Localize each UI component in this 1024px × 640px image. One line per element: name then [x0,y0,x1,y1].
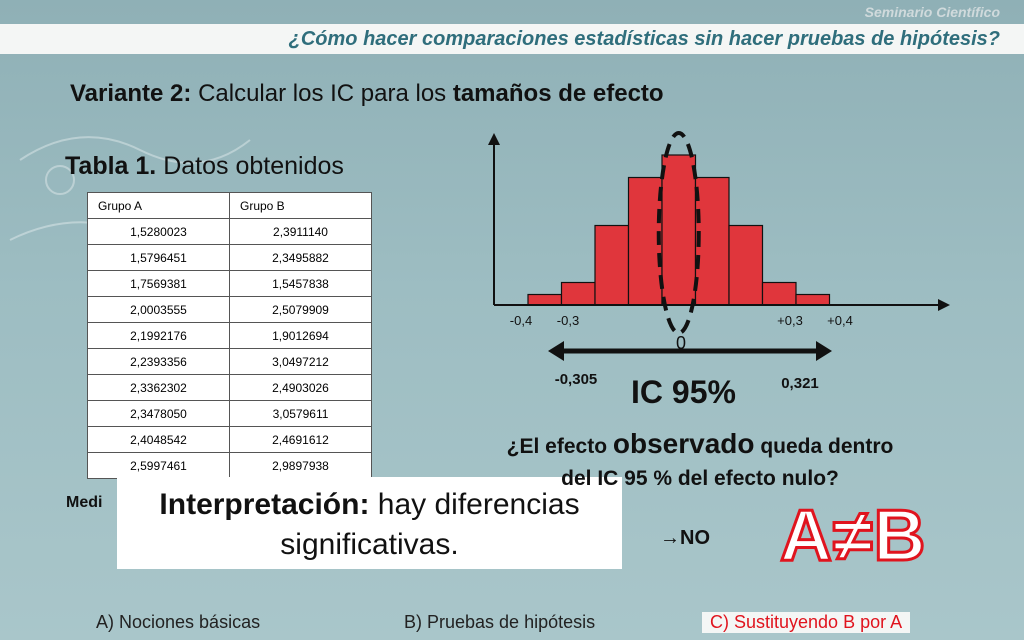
histogram-bar [527,293,563,306]
histogram-bar [694,176,730,306]
table-row: 2,0003555 2,5079909 [87,296,372,323]
histogram-bar [761,281,797,306]
table-cell: 2,3495882 [229,244,372,271]
table-cell: 2,0003555 [87,296,230,323]
table-header-row: Grupo A Grupo B [87,192,372,219]
table-row: 2,5997461 2,9897938 [87,452,372,479]
table-cell: 2,4048542 [87,426,230,453]
medi-text: Medi [66,494,103,511]
ci-lower-label: -0,305 [555,371,598,388]
table-title-rest: Datos obtenidos [156,152,344,180]
table-cell: 1,5457838 [229,270,372,297]
table-cell: 1,7569381 [87,270,230,297]
tick-label: +0,4 [827,313,853,328]
ci-arrow-right-head [816,341,832,361]
tick-label: +0,3 [777,313,803,328]
table-cell: 2,4691612 [229,426,372,453]
table-cell: 2,9897938 [229,452,372,479]
column-header: Grupo B [229,192,372,219]
question-line1-a: ¿El efecto [506,435,613,458]
table-cell: 2,3362302 [87,374,230,401]
table-cell: 2,2393356 [87,348,230,375]
histogram-bar [795,293,831,306]
interpretation-rest: hay diferencias significativas. [280,488,580,561]
table-cell: 2,3911140 [229,218,372,245]
question-line1-b: queda dentro [754,435,894,458]
header-bar [0,24,1024,54]
ci-arrow-left-head [548,341,564,361]
table-row: 2,3478050 3,0579611 [87,400,372,427]
tick-label: 0 [676,333,686,353]
ic-label: IC 95% [631,374,736,410]
histogram-bar [661,154,697,306]
question-line2: del IC 95 % del efecto nulo? [561,467,839,490]
seminar-label: Seminario Científico [864,4,1000,20]
histogram-bar [728,224,764,306]
interpretation-box: Interpretación: hay diferencias signific… [117,477,622,569]
variant-prefix: Variante 2: [70,80,192,107]
table-title: Tabla 1. Datos obtenidos [65,152,344,181]
table-row: 2,1992176 1,9012694 [87,322,372,349]
table-cell: 2,5997461 [87,452,230,479]
tick-label: -0,3 [557,313,579,328]
table-row: 2,3362302 2,4903026 [87,374,372,401]
table-cell: 3,0579611 [229,400,372,427]
table-cell: 2,4903026 [229,374,372,401]
interpretation-bold: Interpretación: [159,488,370,521]
histogram-chart: -0,4 -0,3 0 +0,3 +0,4 -0,305 0,321 [488,131,950,392]
table-title-bold: Tabla 1. [65,152,157,180]
result-text: A≠B [779,495,928,578]
table-cell: 2,3478050 [87,400,230,427]
table-cell: 1,5796451 [87,244,230,271]
variant-middle: Calcular los IC para los [191,80,453,107]
variant-heading: Variante 2: Calcular los IC para los tam… [70,80,664,108]
table-row: 2,2393356 3,0497212 [87,348,372,375]
table-cell: 3,0497212 [229,348,372,375]
footer-link-b[interactable]: B) Pruebas de hipótesis [404,612,596,632]
variant-bold: tamaños de efecto [452,80,664,107]
question-text: ¿El efecto observado queda dentro del IC… [460,428,940,495]
table-row: 1,7569381 1,5457838 [87,270,372,297]
table-cell: 1,9012694 [229,322,372,349]
footer-link-c[interactable]: C) Sustituyendo B por A [702,612,911,633]
tick-label: -0,4 [510,313,532,328]
ci-upper-label: 0,321 [781,375,819,392]
table-cell: 2,1992176 [87,322,230,349]
table-cell: 1,5280023 [87,218,230,245]
data-table: Grupo A Grupo B 1,5280023 2,3911140 1,5796… [87,192,372,479]
table-row: 1,5796451 2,3495882 [87,244,372,271]
answer-text: →NO [660,527,710,549]
dashed-ellipse [656,131,701,335]
y-axis-arrow [488,133,500,145]
slide-title: ¿Cómo hacer comparaciones estadísticas s… [288,28,1000,50]
table-row: 2,4048542 2,4691612 [87,426,372,453]
table-row: 1,5280023 2,3911140 [87,218,372,245]
question-line1-big: observado [612,428,755,459]
x-axis-arrow [938,299,950,311]
histogram-bar [560,281,596,306]
column-header: Grupo A [87,192,230,219]
table-cell: 2,5079909 [229,296,372,323]
histogram-bar [594,224,630,306]
footer-link-a[interactable]: A) Nociones básicas [96,612,261,632]
